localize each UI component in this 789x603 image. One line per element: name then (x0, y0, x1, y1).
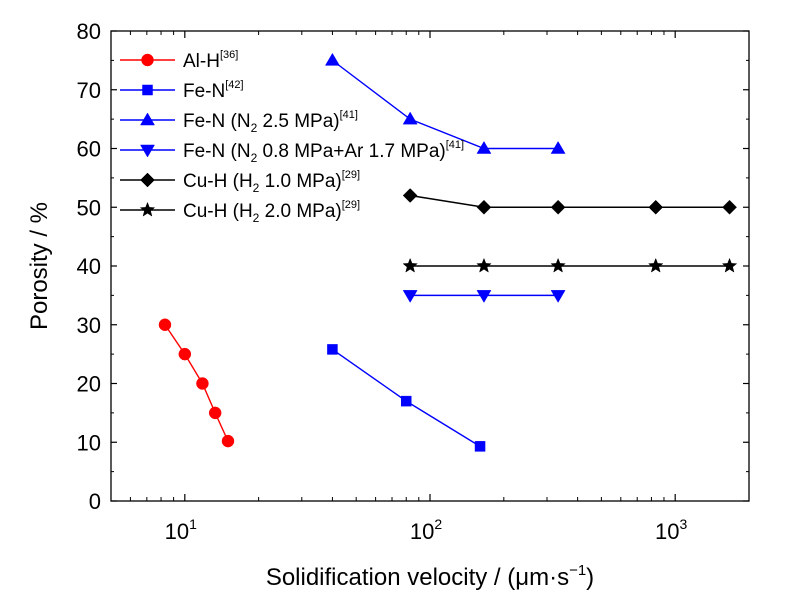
legend-label: Cu-H (H2 1.0 MPa)[29] (183, 169, 360, 195)
data-point (324, 52, 340, 66)
data-point (722, 199, 737, 215)
data-point (327, 344, 338, 355)
data-point (550, 199, 566, 215)
legend-label: Fe-N[42] (183, 79, 244, 102)
data-point (721, 257, 738, 273)
legend-marker (140, 144, 155, 158)
data-point (647, 257, 664, 273)
series-2 (324, 52, 566, 154)
legend-item-0: Al-H[36] (120, 49, 238, 72)
data-point (474, 441, 486, 452)
series-line (332, 59, 559, 150)
legend-label: Fe-N (N2 2.5 MPa)[41] (183, 109, 358, 135)
legend-marker (140, 112, 155, 126)
data-point (402, 111, 418, 125)
data-point (402, 257, 418, 273)
data-point (402, 188, 418, 203)
series-4 (402, 188, 737, 215)
data-point (208, 406, 222, 420)
legend-item-1: Fe-N[42] (120, 79, 244, 102)
x-tick-label: 101 (165, 516, 197, 544)
y-axis-title: Porosity / % (26, 202, 53, 330)
data-point (476, 257, 492, 273)
x-tick-label: 103 (655, 516, 687, 544)
data-point (221, 434, 235, 448)
legend-label: Cu-H (H2 2.0 MPa)[29] (183, 199, 360, 225)
legend-marker (141, 53, 154, 67)
data-point (550, 257, 566, 273)
y-tick-label: 10 (77, 430, 101, 455)
y-tick-label: 20 (77, 372, 101, 397)
legend-marker (142, 84, 153, 96)
series-3 (402, 290, 566, 303)
series-0 (158, 318, 235, 448)
axis-ticks: 0 10 20 30 40 50 60 70 80 101 102 103 (77, 19, 750, 544)
y-tick-label: 0 (89, 489, 101, 514)
legend-label: Fe-N (N2 0.8 MPa+Ar 1.7 MPa)[41] (183, 139, 464, 165)
y-tick-label: 40 (77, 254, 101, 279)
y-tick-label: 80 (77, 19, 101, 44)
legend-marker (140, 172, 155, 188)
y-tick-label: 50 (77, 195, 101, 220)
data-point (158, 318, 172, 331)
data-point (196, 377, 209, 390)
legend-item-3: Fe-N (N2 0.8 MPa+Ar 1.7 MPa)[41] (120, 139, 464, 165)
data-point (648, 199, 664, 215)
data-point (550, 290, 566, 303)
data-point (476, 290, 492, 303)
series-5 (402, 257, 738, 273)
series-line (410, 194, 730, 208)
axis-titles: Solidification velocity / (μm·s−1) Porosi… (26, 202, 594, 591)
legend-item-4: Cu-H (H2 1.0 MPa)[29] (120, 169, 360, 195)
data-point (400, 395, 412, 407)
y-tick-label: 70 (77, 78, 101, 103)
data-point (550, 141, 566, 154)
legend: Al-H[36] Fe-N[42] Fe-N (N2 2.5 MPa)[41] Fe-… (120, 49, 464, 225)
legend-label: Al-H[36] (183, 49, 238, 72)
data-point (476, 199, 492, 215)
data-series (158, 52, 738, 452)
data-point (178, 347, 192, 361)
y-tick-label: 30 (77, 313, 101, 338)
legend-item-2: Fe-N (N2 2.5 MPa)[41] (120, 109, 358, 135)
y-tick-label: 60 (77, 137, 101, 162)
legend-marker (139, 201, 156, 217)
x-axis-title: Solidification velocity / (μm·s−1) (266, 562, 594, 591)
x-tick-label: 102 (410, 516, 442, 544)
data-point (476, 141, 492, 154)
legend-item-5: Cu-H (H2 2.0 MPa)[29] (120, 199, 360, 225)
series-1 (327, 344, 486, 452)
data-point (402, 290, 418, 303)
